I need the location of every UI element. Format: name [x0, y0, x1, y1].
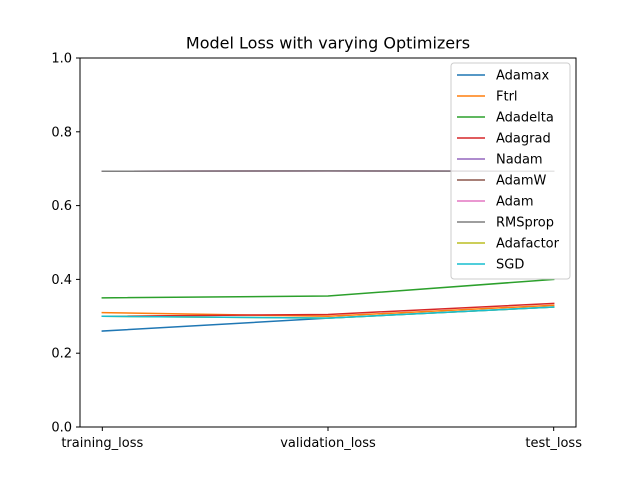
legend-label-adafactor: Adafactor	[496, 237, 560, 252]
y-tick-label: 0.6	[51, 199, 72, 214]
y-tick-label: 1.0	[51, 52, 72, 67]
y-tick-label: 0.2	[51, 347, 72, 362]
y-tick-label: 0.0	[51, 421, 72, 436]
legend-label-adamw: AdamW	[496, 174, 547, 189]
legend-label-adadelta: Adadelta	[496, 111, 554, 126]
legend-label-adamax: Adamax	[496, 69, 550, 84]
x-tick-label: validation_loss	[280, 436, 376, 451]
legend-label-rmsprop: RMSprop	[496, 216, 554, 231]
legend-label-adam: Adam	[496, 195, 534, 210]
x-tick-label: training_loss	[61, 436, 143, 451]
y-tick-label: 0.4	[51, 273, 72, 288]
x-tick-label: test_loss	[525, 436, 582, 451]
chart-title: Model Loss with varying Optimizers	[186, 34, 470, 53]
legend-label-adagrad: Adagrad	[496, 132, 551, 147]
y-tick-label: 0.8	[51, 125, 72, 140]
legend-label-nadam: Nadam	[496, 153, 543, 168]
legend-label-ftrl: Ftrl	[496, 90, 518, 105]
legend: Adamax Ftrl Adadelta Adagrad Nadam AdamW Adam R…	[451, 63, 570, 279]
legend-label-sgd: SGD	[496, 258, 524, 273]
